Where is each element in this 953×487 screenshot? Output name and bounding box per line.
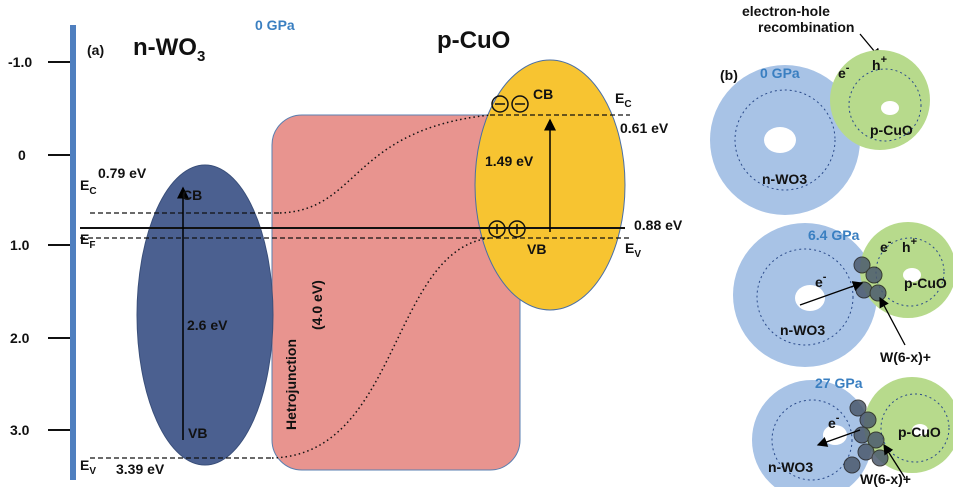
junction-label: Hetrojunction [283, 339, 299, 430]
panel-label: (a) [87, 42, 104, 58]
particle-label: p-CuO [870, 122, 913, 138]
charges [488, 95, 529, 238]
level-value: 0.61 eV [620, 120, 669, 136]
ions [853, 256, 887, 302]
particle-label: n-WO3 [768, 459, 813, 475]
band-label: VB [527, 241, 546, 257]
state-0 [710, 50, 930, 215]
depletion [848, 68, 922, 142]
annotation: electron-hole [742, 3, 830, 19]
energy-axis [70, 25, 76, 480]
axis-ticks [48, 61, 70, 431]
level-value: 0.88 eV [634, 217, 683, 233]
pressure-label: 0 GPa [760, 65, 800, 81]
carrier: e- [880, 236, 892, 255]
ion-label: W(6-x)+ [860, 471, 911, 487]
wo3-band [136, 164, 274, 466]
particle-label: n-WO3 [780, 322, 825, 338]
annotation: recombination [758, 19, 854, 35]
junction-value: (4.0 eV) [309, 280, 325, 330]
carrier: e- [815, 271, 827, 290]
core [912, 424, 928, 436]
carrier: h+ [872, 54, 887, 73]
tick-label: 3.0 [10, 422, 30, 438]
band-label: CB [182, 187, 202, 203]
particle-label: p-CuO [898, 424, 941, 440]
carrier: e- [828, 412, 840, 431]
core [823, 425, 847, 445]
level-label: EC [615, 90, 632, 110]
ion-label: W(6-x)+ [880, 349, 931, 365]
core [881, 101, 899, 115]
electron-arrow [799, 281, 864, 306]
depletion [734, 89, 836, 191]
level-label: EV [625, 240, 641, 260]
ion-arrow [883, 443, 906, 479]
core [764, 127, 796, 153]
pressure-label: 27 GPa [815, 375, 863, 391]
core [903, 268, 921, 282]
depletion [756, 248, 854, 346]
carrier: e- [838, 62, 850, 81]
depletion [880, 393, 950, 463]
ion-arrow [879, 296, 906, 346]
pressure-label: 0 GPa [255, 17, 295, 33]
band-label: CB [533, 86, 553, 102]
material-name: p-CuO [437, 27, 510, 54]
particle-label: n-WO3 [762, 171, 807, 187]
level-label: EF [80, 231, 95, 251]
gap-label: 1.49 eV [485, 153, 534, 169]
level-label: EC [80, 177, 97, 197]
pressure-label: 6.4 GPa [808, 227, 860, 243]
wo3-particle [752, 380, 872, 487]
depletion [771, 399, 853, 481]
electron-arrow [816, 429, 861, 447]
carrier: h+ [902, 236, 917, 255]
level-lines [80, 114, 630, 459]
tick-label: 1.0 [10, 237, 30, 253]
state-1 [733, 222, 953, 367]
band-bending [271, 114, 491, 459]
panel-label: (b) [720, 67, 738, 83]
level-value: 3.39 eV [116, 461, 165, 477]
level-value: 0.79 eV [98, 165, 147, 181]
particle-label: p-CuO [904, 275, 947, 291]
tick-label: -1.0 [8, 54, 32, 70]
tick-label: 2.0 [10, 330, 30, 346]
band-label: VB [188, 425, 207, 441]
level-label: EV [80, 457, 96, 477]
material-name: n-WO3 [133, 34, 205, 65]
tick-label: 0 [18, 147, 26, 163]
gap-label: 2.6 eV [187, 317, 228, 333]
ions [843, 399, 889, 474]
